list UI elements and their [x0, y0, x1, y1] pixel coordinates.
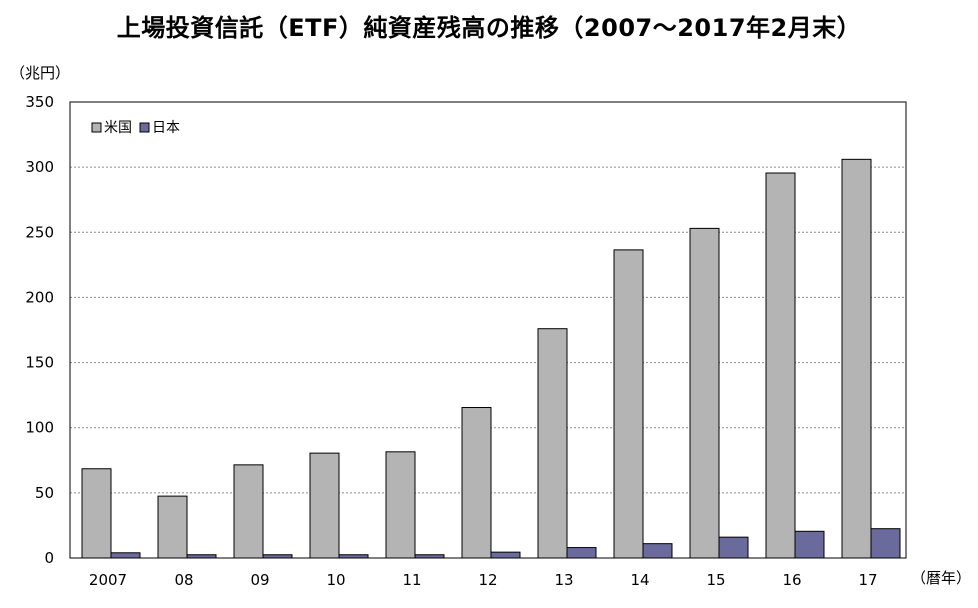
y-tick-label: 150 [25, 354, 54, 372]
bar-us [841, 158, 872, 559]
bar-us [613, 249, 644, 559]
x-tick-label: 2007 [89, 571, 127, 589]
legend-swatch-us [91, 122, 102, 133]
x-tick-label: 14 [630, 571, 649, 589]
y-tick-label: 300 [25, 158, 54, 176]
bar-japan [870, 528, 901, 559]
x-tick-label: 11 [402, 571, 421, 589]
bar-us [385, 451, 416, 559]
x-tick-label: 10 [326, 571, 345, 589]
bar-us [461, 407, 492, 559]
bar-us [765, 172, 796, 559]
x-tick-label: 09 [250, 571, 269, 589]
x-tick-label: 15 [706, 571, 725, 589]
y-tick-label: 100 [25, 419, 54, 437]
bar-us [309, 452, 340, 559]
bar-japan [490, 551, 521, 559]
x-tick-label: 13 [554, 571, 573, 589]
bar-us [81, 468, 112, 559]
y-tick-label: 200 [25, 288, 54, 306]
x-axis-unit-label: （暦年） [911, 569, 972, 587]
legend-label-japan: 日本 [152, 120, 180, 136]
x-tick-label: 08 [174, 571, 193, 589]
y-tick-label: 0 [44, 549, 54, 567]
bar-us [157, 495, 188, 559]
y-tick-label: 350 [25, 93, 54, 111]
plot-frame [69, 101, 907, 559]
y-tick-label: 50 [35, 484, 54, 502]
bar-japan [718, 536, 749, 559]
y-tick-label: 250 [25, 223, 54, 241]
y-axis-unit-label: （兆円） [10, 64, 71, 82]
legend-label-us: 米国 [104, 120, 132, 136]
bar-japan [794, 530, 825, 559]
chart-title: 上場投資信託（ETF）純資産残高の推移（2007〜2017年2月末） [116, 14, 862, 42]
bar-us [233, 464, 264, 559]
bar-us [537, 328, 568, 559]
x-tick-label: 17 [858, 571, 877, 589]
legend-swatch-japan [139, 122, 150, 133]
bar-japan [566, 547, 597, 559]
x-tick-label: 12 [478, 571, 497, 589]
bar-us [689, 227, 720, 559]
bar-japan [110, 552, 141, 559]
x-tick-label: 16 [782, 571, 801, 589]
bar-japan [642, 543, 673, 559]
